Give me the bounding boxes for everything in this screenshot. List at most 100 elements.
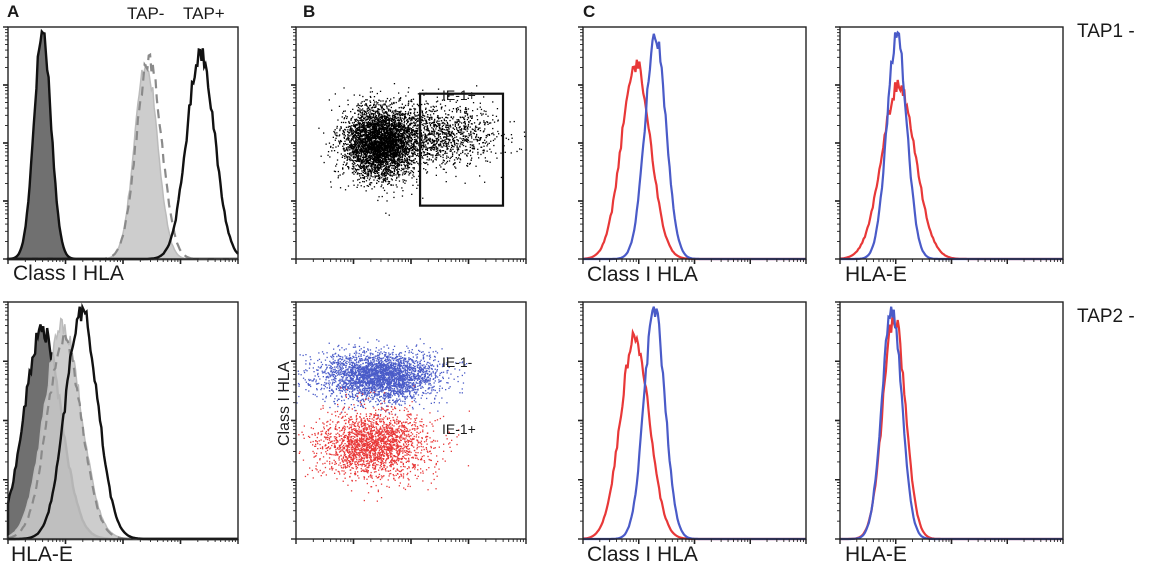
event-dot xyxy=(424,119,426,121)
event-dot xyxy=(366,130,369,132)
event-dot xyxy=(368,162,370,164)
event-dot xyxy=(411,117,414,119)
event-dot xyxy=(369,114,371,116)
event-dot xyxy=(400,124,403,127)
event-dot xyxy=(369,141,371,144)
event-dot xyxy=(414,134,416,136)
event-dot xyxy=(356,146,358,149)
event-dot xyxy=(424,129,426,131)
event-dot xyxy=(393,174,395,176)
event-dot xyxy=(378,158,380,160)
event-dot xyxy=(432,154,434,156)
event-dot xyxy=(379,155,381,157)
event-dot xyxy=(371,156,374,158)
event-dot xyxy=(347,136,349,138)
event-dot xyxy=(366,155,368,158)
event-dot xyxy=(410,159,412,162)
event-dot xyxy=(362,130,364,133)
event-dot xyxy=(399,151,402,153)
event-dot xyxy=(379,163,381,165)
event-dot xyxy=(386,151,388,153)
event-dot xyxy=(352,149,354,151)
event-dot xyxy=(413,122,415,124)
event-dot xyxy=(453,151,456,153)
event-dot xyxy=(379,118,381,120)
event-dot xyxy=(355,141,357,144)
event-dot xyxy=(358,155,360,157)
event-dot xyxy=(348,125,350,127)
event-dot xyxy=(368,155,370,157)
event-dot xyxy=(425,108,427,110)
event-dot xyxy=(389,138,392,140)
event-dot xyxy=(384,117,387,119)
event-dot xyxy=(340,140,343,143)
event-dot xyxy=(425,140,427,143)
event-dot xyxy=(445,162,448,164)
event-dot xyxy=(395,113,397,116)
event-dot xyxy=(410,132,412,134)
event-dot xyxy=(367,135,369,137)
event-dot xyxy=(394,118,396,120)
event-dot xyxy=(399,117,401,119)
event-dot xyxy=(381,138,383,140)
event-dot xyxy=(412,184,414,186)
event-dot xyxy=(372,141,374,143)
event-dot xyxy=(424,115,426,117)
event-dot xyxy=(417,137,419,139)
event-dot xyxy=(386,169,389,171)
event-dot xyxy=(368,141,370,143)
event-dot xyxy=(375,123,377,125)
event-dot xyxy=(373,96,376,98)
event-dot xyxy=(384,166,387,169)
event-dot xyxy=(432,134,434,136)
event-dot xyxy=(346,162,348,164)
event-dot xyxy=(442,161,444,163)
event-dot xyxy=(394,123,396,126)
event-dot xyxy=(366,126,368,128)
event-dot xyxy=(354,141,356,144)
event-dot xyxy=(410,145,412,147)
event-dot xyxy=(411,160,413,162)
event-dot xyxy=(353,166,355,168)
event-dot xyxy=(369,105,371,107)
event-dot xyxy=(394,129,397,131)
event-dot xyxy=(416,120,418,123)
event-dot xyxy=(372,122,374,124)
event-dot xyxy=(373,151,375,153)
event-dot xyxy=(373,142,375,144)
event-dot xyxy=(374,142,376,144)
event-dot xyxy=(377,108,379,110)
event-dot xyxy=(403,139,405,141)
event-dot xyxy=(379,133,381,135)
event-dot xyxy=(488,133,490,136)
event-dot xyxy=(334,139,336,141)
event-dot xyxy=(343,118,345,120)
event-dot xyxy=(379,150,381,152)
event-dot xyxy=(363,178,366,180)
event-dot xyxy=(366,147,368,149)
event-dot xyxy=(410,122,412,124)
event-dot xyxy=(439,136,441,138)
event-dot xyxy=(363,149,366,151)
event-dot xyxy=(381,147,383,149)
event-dot xyxy=(406,164,408,166)
event-dot xyxy=(367,138,370,140)
event-dot xyxy=(366,177,369,179)
event-dot xyxy=(373,152,376,154)
event-dot xyxy=(366,105,368,107)
event-dot xyxy=(375,143,377,145)
event-dot xyxy=(354,142,356,144)
event-dot xyxy=(373,101,376,103)
event-dot xyxy=(433,144,435,146)
event-dot xyxy=(392,143,395,145)
event-dot xyxy=(361,115,364,118)
event-dot xyxy=(360,105,362,107)
event-dot xyxy=(438,120,440,122)
event-dot xyxy=(392,116,394,118)
event-dot xyxy=(353,167,355,169)
event-dot xyxy=(476,140,479,142)
event-dot xyxy=(395,129,397,131)
event-dot xyxy=(350,139,352,141)
event-dot xyxy=(374,141,376,143)
event-dot xyxy=(369,131,371,133)
